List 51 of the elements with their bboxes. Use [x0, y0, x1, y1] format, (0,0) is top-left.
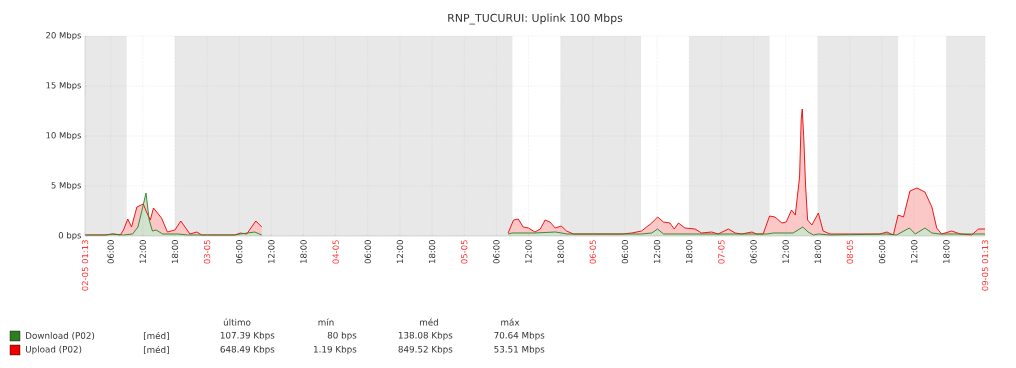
legend-label: Upload (P02) [25, 345, 82, 355]
x-tick-label: 06:00 [493, 240, 500, 264]
text: último [223, 318, 251, 326]
x-tick-label: 06:00 [750, 240, 757, 264]
x-tick-label: 07-05 [718, 240, 725, 264]
text: 53.51 Mbps [494, 345, 545, 355]
x-tick-label: 12:00 [268, 240, 275, 263]
x-tick-label: 18:00 [814, 240, 821, 263]
x-tick-label: 06:00 [878, 240, 886, 264]
x-tick-label: 12:00 [525, 240, 532, 263]
text: 849.52 Kbps [398, 345, 453, 355]
x-tick-label: 18:00 [171, 240, 179, 263]
y-tick-label: 0 bps [58, 231, 82, 241]
x-tick-label: 18:00 [686, 240, 693, 263]
text: 107.39 Kbps [220, 331, 275, 341]
text: [méd] [143, 345, 169, 355]
x-tick-label: 12:00 [139, 240, 146, 263]
x-tick-label: 02-05 01:13 [81, 240, 89, 291]
text: máx [501, 318, 520, 326]
x-tick-label: 06:00 [236, 240, 243, 264]
text: 138.08 Kbps [398, 331, 453, 341]
x-tick-label: 06:00 [107, 240, 114, 264]
text: méd [420, 318, 438, 326]
y-tick-label: 10 Mbps [46, 131, 82, 141]
x-tick-label: 12:00 [653, 240, 661, 263]
y-tick-label: 20 Mbps [46, 31, 82, 41]
text: [méd] [143, 331, 169, 341]
legend-label: Download (P02) [26, 332, 95, 340]
x-tick-label: 04-05 [332, 240, 339, 264]
x-tick-label: 03-05 [203, 240, 211, 264]
x-tick-label: 09-05 01:13 [981, 240, 989, 291]
x-tick-label: 18:00 [300, 240, 307, 263]
chart-title: RNP_TUCURUI: Uplink 100 Mbps [448, 13, 623, 25]
x-tick-label: 12:00 [782, 240, 789, 263]
text: 1.19 Kbps [314, 345, 357, 355]
x-tick-label: 18:00 [428, 240, 436, 263]
x-tick-label: 06:00 [621, 240, 629, 264]
x-tick-label: 08-05 [846, 240, 854, 264]
text: mín [318, 318, 334, 326]
x-tick-label: 05-05 [461, 240, 468, 264]
x-tick-label: 12:00 [911, 240, 918, 263]
x-tick-label: 18:00 [943, 240, 950, 263]
x-tick-label: 06:00 [364, 240, 371, 264]
text: 648.49 Kbps [220, 345, 275, 355]
x-tick-label: 18:00 [557, 240, 564, 263]
x-tick-label: 06-05 [589, 240, 596, 264]
text: 70.64 Mbps [494, 331, 545, 341]
text: 80 bps [327, 331, 357, 341]
y-tick-label: 15 Mbps [46, 81, 82, 91]
x-tick-label: 12:00 [396, 240, 404, 263]
y-tick-label: 5 Mbps [51, 181, 82, 191]
